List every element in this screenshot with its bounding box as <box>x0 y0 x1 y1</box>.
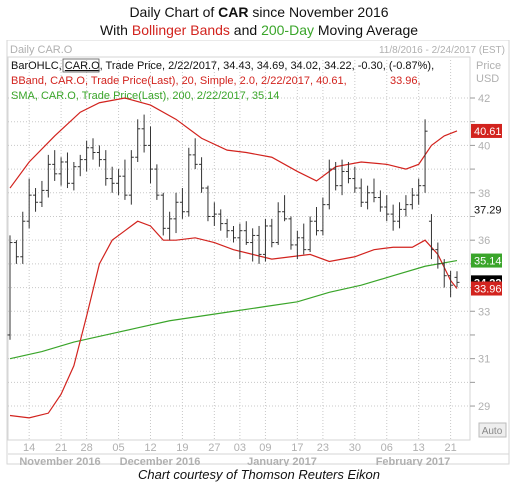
bollinger-label: Bollinger Bands <box>131 22 230 38</box>
ticker: CAR <box>218 4 249 20</box>
x-month-label: November 2016 <box>19 456 100 466</box>
x-tick-label: 13 <box>413 442 425 454</box>
y-tick-label: 36 <box>478 235 490 247</box>
sma-200-line <box>9 259 458 360</box>
x-month-label: February 2017 <box>376 456 451 466</box>
x-tick-label: 21 <box>444 442 456 454</box>
sma-label: 200-Day <box>261 22 314 38</box>
price-tag-box <box>471 253 502 268</box>
x-month-label: December 2016 <box>120 456 201 466</box>
auto-button <box>478 422 507 438</box>
price-tag-label: 37.29 <box>474 205 502 217</box>
price-chart: Daily CAR.O 11/8/2016 - 2/24/2017 (EST) Pr… <box>6 40 510 466</box>
currency-label: USD <box>476 73 499 85</box>
date-range-label: 11/8/2016 - 2/24/2017 (EST) <box>379 45 505 56</box>
x-tick-label: 14 <box>23 442 35 454</box>
chart-frame <box>6 40 510 465</box>
chart-credit: Chart courtesy of Thomson Reuters Eikon <box>137 467 381 482</box>
y-tick-label: 29 <box>478 401 490 413</box>
x-tick-label: 06 <box>381 442 393 454</box>
x-month-label: January 2017 <box>247 456 317 466</box>
x-tick-label: 17 <box>291 442 303 454</box>
legend-sma: SMA, CAR.O, Trade Price(Last), 200, 2/22… <box>11 90 279 102</box>
bollinger-lower-band <box>9 220 458 419</box>
y-tick-label: 38 <box>478 188 490 200</box>
x-tick-label: 30 <box>349 442 361 454</box>
price-tag-box <box>471 281 502 296</box>
chart-name-label: Daily CAR.O <box>10 44 73 56</box>
x-tick-label: 03 <box>234 442 246 454</box>
chart-title-line-2: With Bollinger Bands and 200-Day Moving … <box>99 22 419 38</box>
x-tick-label: 19 <box>176 442 188 454</box>
price-tag-label: 40.61 <box>474 126 502 138</box>
price-axis-title: Price <box>476 60 501 72</box>
x-tick-label: 23 <box>317 442 329 454</box>
ric-box <box>62 58 100 73</box>
legend-bband: BBand, CAR.O, Trade Price(Last), 20, Sim… <box>11 75 347 87</box>
price-tag-label: 33.96 <box>474 284 502 296</box>
legend-bband-lower: 33.96, <box>390 75 421 87</box>
x-tick-label: 28 <box>81 442 93 454</box>
price-tag-label: 35.14 <box>474 256 502 268</box>
chart-title-line-1: Daily Chart of CAR since November 2016 <box>129 4 389 20</box>
auto-button-label: Auto <box>482 426 503 437</box>
x-tick-label: 05 <box>112 442 124 454</box>
y-tick-label: 33 <box>478 306 490 318</box>
x-tick-label: 21 <box>55 442 67 454</box>
price-tag-box <box>471 123 502 138</box>
x-tick-label: 27 <box>208 442 220 454</box>
y-tick-label: 42 <box>478 93 490 105</box>
y-tick-label: 40 <box>478 140 490 152</box>
legend-ohlc: BarOHLC, CAR.O, Trade Price, 2/22/2017, … <box>11 60 434 72</box>
x-tick-label: 12 <box>144 442 156 454</box>
y-tick-label: 31 <box>478 354 490 366</box>
x-tick-label: 09 <box>259 442 271 454</box>
bollinger-upper-band <box>9 97 458 189</box>
